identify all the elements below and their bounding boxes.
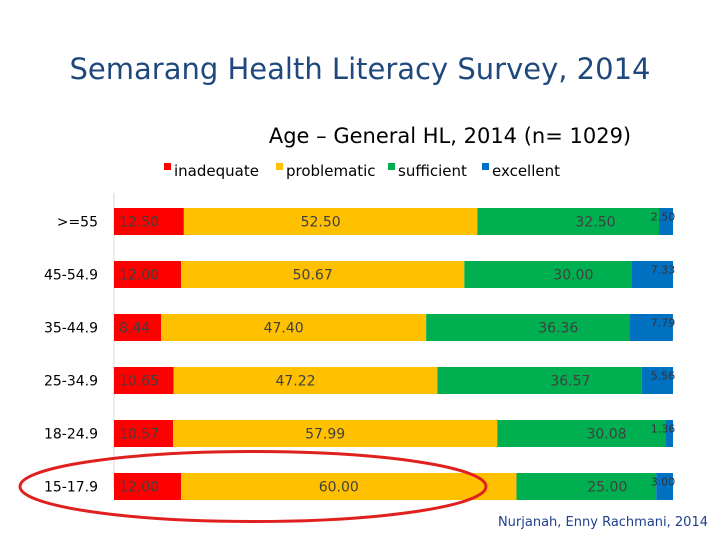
bar-segment-excellent (629, 314, 673, 341)
data-label-inadequate: 12.00 (119, 480, 159, 496)
data-label-sufficient: 32.50 (575, 215, 615, 231)
legend-label-inadequate: inadequate (174, 162, 259, 180)
legend-swatch-problematic (276, 163, 283, 170)
legend-label-excellent: excellent (492, 162, 560, 180)
category-label: 35-44.9 (44, 321, 98, 337)
bar-segment-problematic (161, 314, 427, 341)
category-label: >=55 (57, 215, 98, 231)
bars-group: >=55 12.50 52.50 32.50 2.50 45-54.9 12.00 50.67… (44, 208, 675, 500)
data-label-excellent: 1.36 (651, 423, 676, 436)
slide-title: Semarang Health Literacy Survey, 2014 (69, 52, 651, 86)
bar-segment-sufficient (464, 261, 633, 288)
category-label: 45-54.9 (44, 268, 98, 284)
bar-segment-sufficient (426, 314, 630, 341)
data-label-excellent: 7.79 (651, 317, 676, 330)
legend-swatch-sufficient (388, 163, 395, 170)
bar-segment-sufficient (437, 367, 642, 394)
bar-segment-inadequate (114, 261, 182, 288)
bar-segment-problematic (181, 261, 465, 288)
bar-segment-inadequate (114, 473, 182, 500)
data-label-excellent: 3.00 (651, 476, 676, 489)
bar-segment-sufficient (477, 208, 660, 235)
data-label-excellent: 7.33 (651, 264, 676, 277)
category-label: 15-17.9 (44, 480, 98, 496)
data-label-sufficient: 36.57 (550, 374, 590, 390)
bar-segment-excellent (659, 208, 673, 235)
legend-swatch-inadequate (164, 163, 171, 170)
category-label: 25-34.9 (44, 374, 98, 390)
bar-segment-inadequate (114, 367, 174, 394)
data-label-sufficient: 30.08 (586, 427, 626, 443)
data-label-problematic: 57.99 (305, 427, 345, 443)
bar-segment-sufficient (516, 473, 657, 500)
data-label-sufficient: 30.00 (553, 268, 593, 284)
bar-segment-excellent (641, 367, 673, 394)
credit-text: Nurjanah, Enny Rachmani, 2014 (497, 515, 708, 530)
bar-segment-excellent (632, 261, 673, 288)
data-label-problematic: 47.40 (264, 321, 304, 337)
bar-segment-problematic (181, 473, 517, 500)
data-label-problematic: 60.00 (319, 480, 359, 496)
highlight-group (18, 450, 488, 523)
data-label-sufficient: 25.00 (587, 480, 627, 496)
data-label-inadequate: 8.44 (119, 321, 150, 337)
bar-segment-problematic (183, 208, 478, 235)
data-label-excellent: 2.50 (651, 211, 676, 224)
bar-segment-problematic (173, 420, 498, 447)
bar-segment-inadequate (114, 420, 174, 447)
data-label-inadequate: 10.65 (119, 374, 159, 390)
chart-legend: inadequate problematic sufficient excellent (164, 162, 560, 180)
legend-label-sufficient: sufficient (398, 162, 467, 180)
highlight-ellipse (18, 450, 488, 523)
category-label: 18-24.9 (44, 427, 98, 443)
data-label-inadequate: 10.57 (119, 427, 159, 443)
data-label-excellent: 5.56 (651, 370, 676, 383)
legend-swatch-excellent (482, 163, 489, 170)
bar-segment-excellent (656, 473, 673, 500)
bar-segment-sufficient (497, 420, 666, 447)
chart-title: Age – General HL, 2014 (n= 1029) (268, 124, 632, 148)
legend-label-problematic: problematic (286, 162, 376, 180)
data-label-problematic: 47.22 (275, 374, 315, 390)
bar-segment-excellent (665, 420, 673, 447)
bar-segment-problematic (173, 367, 438, 394)
data-label-inadequate: 12.00 (119, 268, 159, 284)
bar-segment-inadequate (114, 208, 184, 235)
data-label-problematic: 52.50 (301, 215, 341, 231)
data-label-problematic: 50.67 (293, 268, 333, 284)
bar-segment-inadequate (114, 314, 162, 341)
data-label-sufficient: 36.36 (538, 321, 578, 337)
data-label-inadequate: 12.50 (119, 215, 159, 231)
